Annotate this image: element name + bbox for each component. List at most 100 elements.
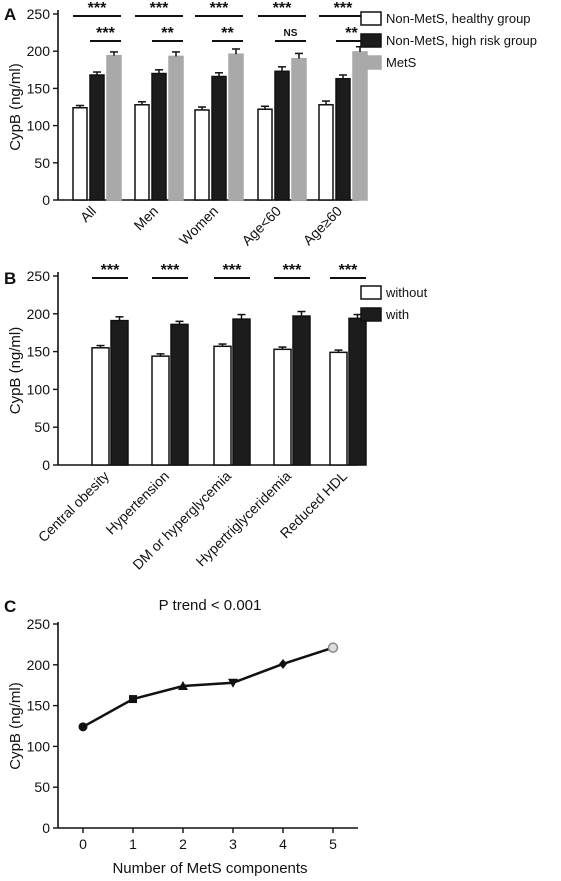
y-axis-label: CypB (ng/ml) — [7, 63, 24, 151]
data-point — [327, 642, 339, 653]
x-axis-label: Number of MetS components — [112, 860, 307, 877]
x-tick-label: Central obesity — [35, 468, 112, 545]
y-axis-label: CypB (ng/ml) — [7, 327, 24, 415]
significance-label: *** — [150, 0, 169, 17]
y-tick-label: 250 — [27, 616, 51, 632]
y-tick-label: 200 — [27, 43, 51, 59]
legend-label: Non-MetS, high risk group — [386, 33, 537, 48]
x-tick-label: All — [77, 203, 99, 225]
y-tick-label: 100 — [27, 118, 51, 134]
data-point — [228, 678, 238, 688]
bar — [151, 72, 167, 201]
y-tick-label: 50 — [34, 419, 50, 435]
bar — [292, 315, 311, 466]
significance-label: *** — [339, 262, 358, 279]
x-tick-label: Hypertension — [102, 468, 172, 538]
significance-label: ** — [221, 25, 234, 42]
legend-swatch — [360, 55, 382, 70]
bar — [274, 70, 290, 201]
legend-swatch — [360, 33, 382, 48]
y-tick-label: 250 — [27, 6, 51, 22]
bar — [72, 106, 88, 201]
x-tick-label: 3 — [229, 836, 237, 852]
significance-label: *** — [334, 0, 353, 17]
bar — [106, 54, 122, 201]
y-tick-label: 0 — [42, 820, 50, 836]
x-tick-label: Men — [131, 203, 162, 234]
data-point — [129, 695, 137, 704]
bar — [228, 53, 244, 201]
y-tick-label: 50 — [34, 155, 50, 171]
significance-label: *** — [161, 262, 180, 279]
x-tick-label: Age≥60 — [300, 203, 346, 249]
data-point — [279, 658, 287, 669]
bar — [352, 51, 368, 201]
significance-label: *** — [273, 0, 292, 17]
x-tick-label: Age<60 — [238, 203, 284, 249]
bar — [318, 104, 334, 201]
significance-label: *** — [210, 0, 229, 17]
y-tick-label: 150 — [27, 344, 51, 360]
y-tick-label: 100 — [27, 381, 51, 397]
x-tick-label: 0 — [79, 836, 87, 852]
bar — [194, 109, 210, 201]
y-tick-label: 150 — [27, 698, 51, 714]
chart-title: P trend < 0.001 — [159, 597, 262, 614]
legend-label: Non-MetS, healthy group — [386, 11, 531, 26]
x-tick-label: 1 — [129, 836, 137, 852]
significance-label: ** — [161, 25, 174, 42]
y-tick-label: 100 — [27, 738, 51, 754]
bar — [232, 318, 251, 466]
panel-a-bar-chart: A 0 50 100 150 200 250 CypB (ng/ml) All Men Women A… — [4, 0, 537, 249]
significance-label: *** — [223, 262, 242, 279]
panel-b-bar-chart: B 0 50 100 150 200 250 CypB (ng/ml) Central obes… — [4, 262, 428, 573]
series-line — [82, 646, 334, 728]
legend-swatch — [360, 285, 382, 300]
y-tick-label: 250 — [27, 268, 51, 284]
bar — [168, 55, 184, 201]
x-tick-label: 2 — [179, 836, 187, 852]
bar — [291, 57, 307, 201]
legend-label: with — [385, 307, 409, 322]
panel-c-line-chart: C 0 50 100 150 200 250 0 1 2 3 4 5 CypB (ng/ml) Number… — [4, 597, 358, 877]
significance-label: *** — [88, 0, 107, 17]
y-tick-label: 200 — [27, 306, 51, 322]
significance-label: *** — [283, 262, 302, 279]
bar — [170, 323, 189, 466]
x-tick-label: 4 — [279, 836, 287, 852]
data-point — [78, 722, 88, 732]
legend-swatch — [360, 307, 382, 322]
significance-label: *** — [101, 262, 120, 279]
bar — [110, 319, 129, 466]
legend-label: without — [385, 285, 428, 300]
bar — [213, 345, 232, 466]
bar — [211, 75, 227, 201]
bar — [89, 74, 105, 201]
significance-label: NS — [284, 28, 298, 39]
bar — [151, 355, 170, 466]
y-tick-label: 0 — [42, 192, 50, 208]
y-tick-label: 200 — [27, 657, 51, 673]
bar — [273, 348, 292, 466]
bar — [335, 77, 351, 201]
y-tick-label: 150 — [27, 80, 51, 96]
bar — [257, 108, 273, 201]
legend-label: MetS — [386, 55, 417, 70]
y-tick-label: 0 — [42, 457, 50, 473]
significance-label: ** — [345, 25, 358, 42]
x-tick-label: 5 — [329, 836, 337, 852]
legend-swatch — [360, 11, 382, 26]
bar — [329, 351, 348, 466]
bar — [91, 347, 110, 466]
y-axis-label: CypB (ng/ml) — [7, 682, 24, 770]
panel-label: C — [4, 597, 16, 616]
bar — [348, 317, 367, 466]
panel-label: A — [4, 5, 16, 24]
x-tick-label: Women — [176, 203, 221, 248]
bar — [134, 104, 150, 201]
panel-label: B — [4, 269, 16, 288]
y-tick-label: 50 — [34, 779, 50, 795]
data-point — [178, 681, 188, 691]
significance-label: *** — [96, 25, 115, 42]
